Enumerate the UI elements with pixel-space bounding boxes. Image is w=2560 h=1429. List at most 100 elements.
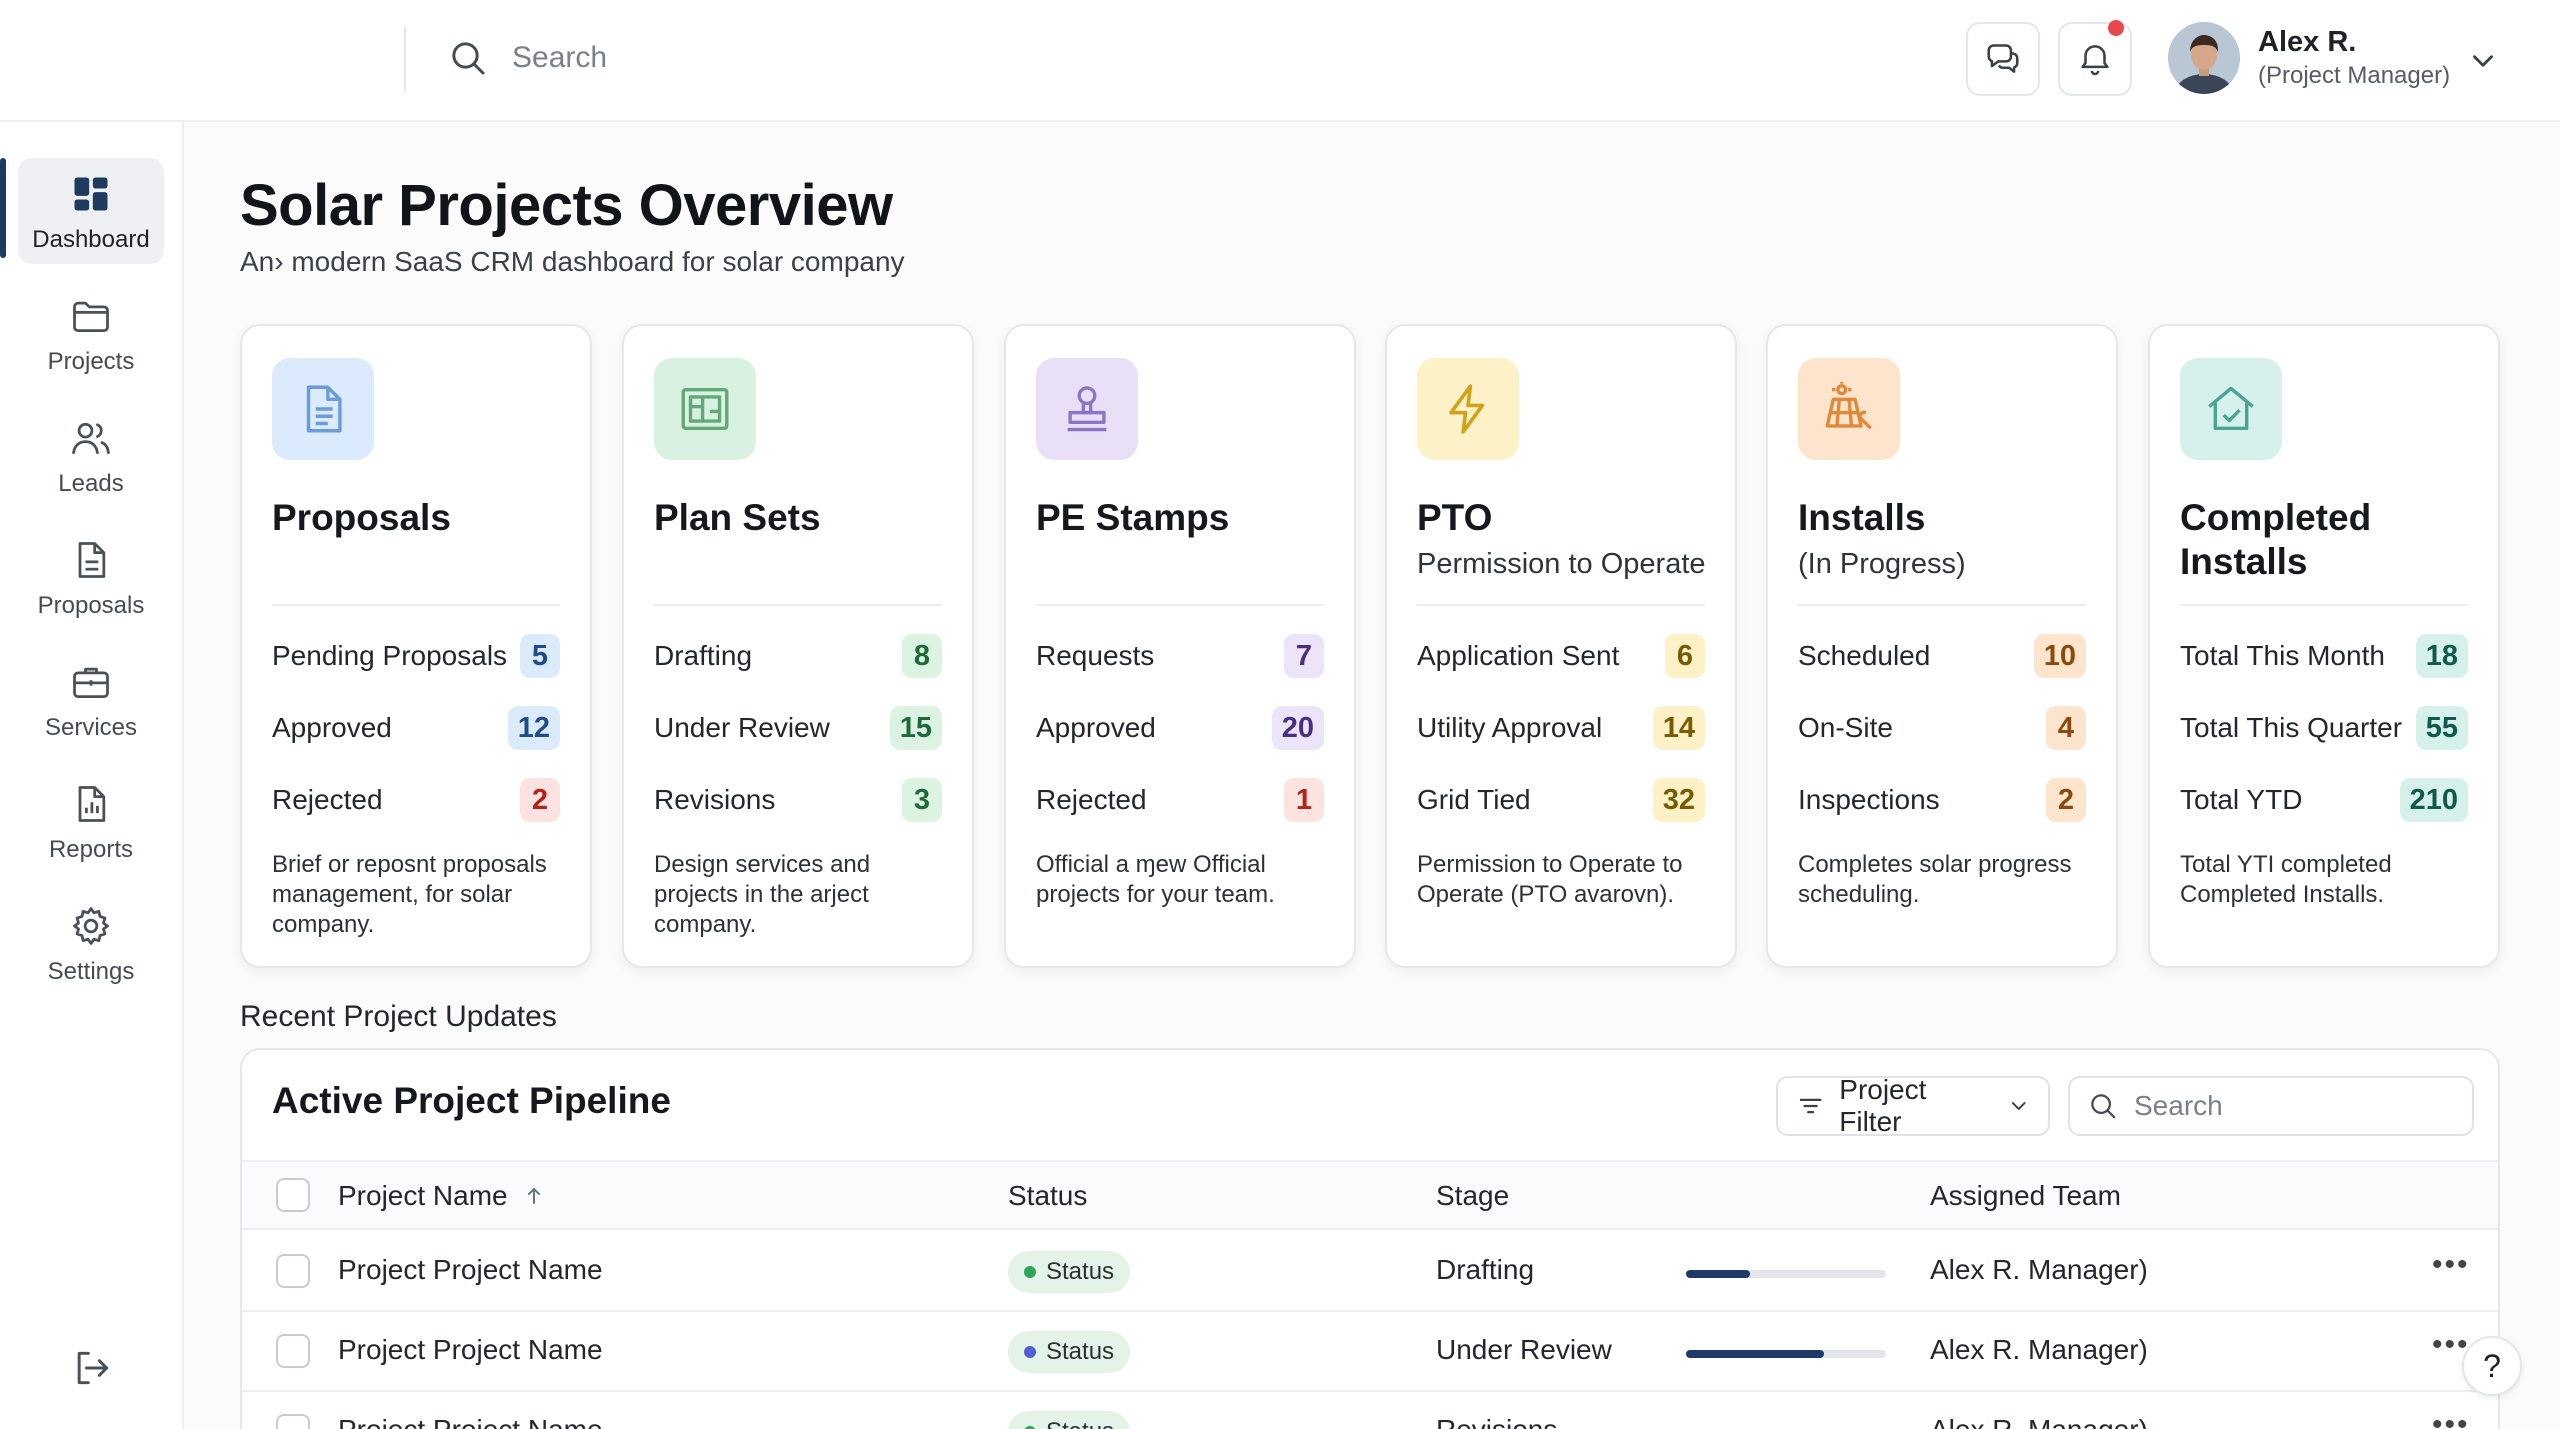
progress-fill — [1686, 1350, 1824, 1358]
select-all-checkbox[interactable] — [276, 1178, 310, 1212]
card-title: Completed Installs — [2180, 497, 2372, 582]
gear-icon — [73, 907, 109, 945]
briefcase-icon — [73, 667, 109, 699]
metric-row[interactable]: Rejected 2 — [272, 778, 560, 822]
metric-row[interactable]: Approved 12 — [272, 706, 560, 750]
users-icon — [72, 422, 110, 455]
metric-row[interactable]: Requests 7 — [1036, 634, 1324, 678]
assigned-team-cell: Alex R. Manager) — [1930, 1254, 2148, 1285]
table-row[interactable]: Project Project Name Status Drafting Ale… — [242, 1232, 2498, 1312]
more-options-icon[interactable]: ••• — [2432, 1408, 2470, 1429]
sidebar-item-leads[interactable]: Leads — [18, 402, 164, 508]
row-checkbox[interactable] — [276, 1334, 310, 1368]
metric-count-badge: 32 — [1652, 778, 1705, 822]
status-badge: Status — [1008, 1411, 1131, 1429]
assigned-team-cell: Alex R. Manager) — [1930, 1334, 2148, 1365]
assigned-team-cell: Alex R. Manager) — [1930, 1414, 2148, 1429]
card-completed-installs[interactable]: Completed Installs Total This Month 18 T… — [2148, 324, 2500, 968]
card-plan-sets[interactable]: Plan Sets Drafting 8 Under Review 15 Rev… — [622, 324, 974, 968]
notifications-button[interactable] — [2058, 20, 2132, 96]
card-pe-stamps[interactable]: PE Stamps Requests 7 Approved 20 Rejecte… — [1004, 324, 1356, 968]
row-checkbox[interactable] — [276, 1414, 310, 1429]
user-role: (Project Manager) — [2258, 62, 2451, 89]
column-assigned-team[interactable]: Assigned Team — [1930, 1180, 2121, 1211]
metric-row[interactable]: Approved 20 — [1036, 706, 1324, 750]
search-input[interactable] — [512, 41, 1212, 75]
avatar[interactable] — [2168, 22, 2240, 94]
project-name-cell[interactable]: Project Project Name — [338, 1334, 603, 1365]
sidebar-item-dashboard[interactable]: Dashboard — [18, 158, 164, 264]
more-options-icon[interactable]: ••• — [2432, 1328, 2470, 1361]
project-filter-dropdown[interactable]: Project Filter — [1776, 1074, 2050, 1137]
help-button[interactable]: ? — [2462, 1336, 2522, 1396]
card-installs[interactable]: Installs (In Progress) Scheduled 10 On-S… — [1766, 324, 2118, 968]
metric-label: Rejected — [272, 784, 383, 815]
user-name[interactable]: Alex R. — [2258, 26, 2357, 58]
sidebar-item-services[interactable]: Services — [18, 646, 164, 752]
table-search[interactable] — [2068, 1076, 2474, 1136]
card-pto[interactable]: PTO Permission to Operate Application Se… — [1385, 324, 1737, 968]
metric-row[interactable]: Grid Tied 32 — [1417, 778, 1705, 822]
metric-row[interactable]: On-Site 4 — [1798, 706, 2086, 750]
more-options-icon[interactable]: ••• — [2432, 1248, 2470, 1281]
global-search[interactable] — [448, 32, 1248, 84]
metric-row[interactable]: Revisions 3 — [654, 778, 942, 822]
card-proposals[interactable]: Proposals Pending Proposals 5 Approved 1… — [240, 324, 592, 968]
column-project-name[interactable]: Project Name — [338, 1180, 546, 1212]
metric-row[interactable]: Total This Month 18 — [2180, 634, 2468, 678]
chevron-down-icon[interactable] — [2466, 44, 2500, 78]
metric-label: Pending Proposals — [272, 640, 508, 671]
metric-count-badge: 2 — [520, 778, 560, 822]
recent-updates-title: Recent Project Updates — [240, 1000, 557, 1033]
search-icon — [2091, 1094, 2116, 1119]
metric-count-badge: 8 — [902, 634, 942, 678]
metric-count-badge: 6 — [1665, 634, 1705, 678]
card-divider — [654, 604, 942, 606]
table-search-input[interactable] — [2134, 1090, 2454, 1122]
metric-row[interactable]: Application Sent 6 — [1417, 634, 1705, 678]
logout-icon[interactable] — [70, 1346, 114, 1390]
metric-row[interactable]: Pending Proposals 5 — [272, 634, 560, 678]
card-divider — [272, 604, 560, 606]
metric-row[interactable]: Scheduled 10 — [1798, 634, 2086, 678]
column-label: Project Name — [338, 1180, 508, 1211]
sidebar-item-projects[interactable]: Projects — [18, 280, 164, 386]
metric-count-badge: 4 — [2046, 706, 2086, 750]
metric-row[interactable]: Inspections 2 — [1798, 778, 2086, 822]
bell-icon — [2081, 45, 2109, 76]
metric-row[interactable]: Rejected 1 — [1036, 778, 1324, 822]
stage-cell: Under Review — [1436, 1334, 1612, 1365]
table-title: Active Project Pipeline — [272, 1080, 671, 1121]
project-name-cell[interactable]: Project Project Name — [338, 1254, 603, 1285]
progress-fill — [1686, 1270, 1750, 1278]
card-title: PE Stamps — [1036, 497, 1230, 538]
sidebar-item-label: Services — [44, 714, 138, 741]
metric-label: Utility Approval — [1417, 712, 1603, 743]
metric-row[interactable]: Total YTD 210 — [2180, 778, 2468, 822]
table-row[interactable]: Project Project Name Status Under Review… — [242, 1312, 2498, 1392]
project-name-cell[interactable]: Project Project Name — [338, 1414, 603, 1429]
metric-label: Drafting — [654, 640, 753, 671]
metric-row[interactable]: Drafting 8 — [654, 634, 942, 678]
metric-row[interactable]: Utility Approval 14 — [1417, 706, 1705, 750]
row-checkbox[interactable] — [276, 1254, 310, 1288]
metric-row[interactable]: Total This Quarter 55 — [2180, 706, 2468, 750]
messages-button[interactable] — [1966, 22, 2040, 96]
sidebar-item-settings[interactable]: Settings — [18, 890, 164, 996]
filter-icon — [1799, 1098, 1822, 1114]
status-label: Status — [1046, 1338, 1115, 1365]
stamp-icon — [1058, 380, 1116, 438]
metric-count-badge: 14 — [1652, 706, 1705, 750]
column-stage[interactable]: Stage — [1436, 1180, 1510, 1211]
sidebar-item-reports[interactable]: Reports — [18, 768, 164, 874]
column-status[interactable]: Status — [1008, 1180, 1088, 1211]
table-row[interactable]: Project Project Name Status Revisions Al… — [242, 1392, 2498, 1429]
page-title: Solar Projects Overview — [240, 173, 893, 238]
sidebar-item-proposals[interactable]: Proposals — [18, 524, 164, 630]
metric-row[interactable]: Under Review 15 — [654, 706, 942, 750]
metric-label: Grid Tied — [1417, 784, 1531, 815]
status-badge: Status — [1008, 1331, 1131, 1373]
card-divider — [1036, 604, 1324, 606]
topbar-divider — [404, 26, 406, 92]
sidebar-item-label: Reports — [48, 836, 134, 863]
